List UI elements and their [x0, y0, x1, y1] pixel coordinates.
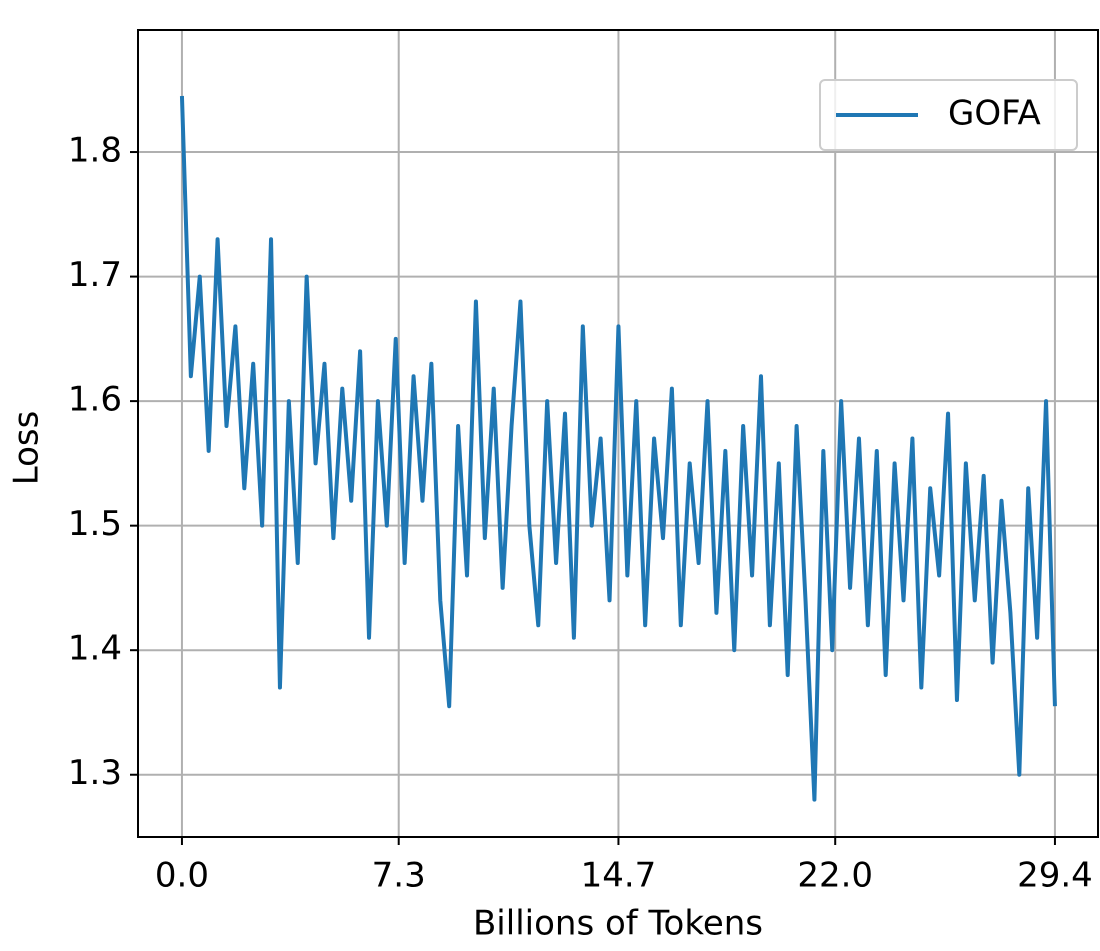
y-tick-label: 1.8 — [68, 131, 122, 171]
x-tick-label: 7.3 — [372, 856, 426, 896]
x-tick-label: 0.0 — [155, 856, 209, 896]
plot-frame — [137, 29, 1099, 838]
legend-label: GOFA — [948, 94, 1041, 134]
x-tick-label: 14.7 — [581, 856, 657, 896]
y-tick-label: 1.7 — [68, 255, 122, 295]
x-axis-label: Billions of Tokens — [473, 904, 763, 944]
x-tick-label: 22.0 — [797, 856, 873, 896]
y-tick-label: 1.6 — [68, 380, 122, 420]
y-tick-label: 1.3 — [68, 753, 122, 793]
y-tick-label: 1.5 — [68, 504, 122, 544]
y-tick-label: 1.4 — [68, 629, 122, 669]
y-axis-label: Loss — [7, 411, 47, 486]
legend-box — [819, 79, 1078, 151]
data-line — [179, 95, 1057, 802]
x-tick-label: 29.4 — [1017, 856, 1093, 896]
